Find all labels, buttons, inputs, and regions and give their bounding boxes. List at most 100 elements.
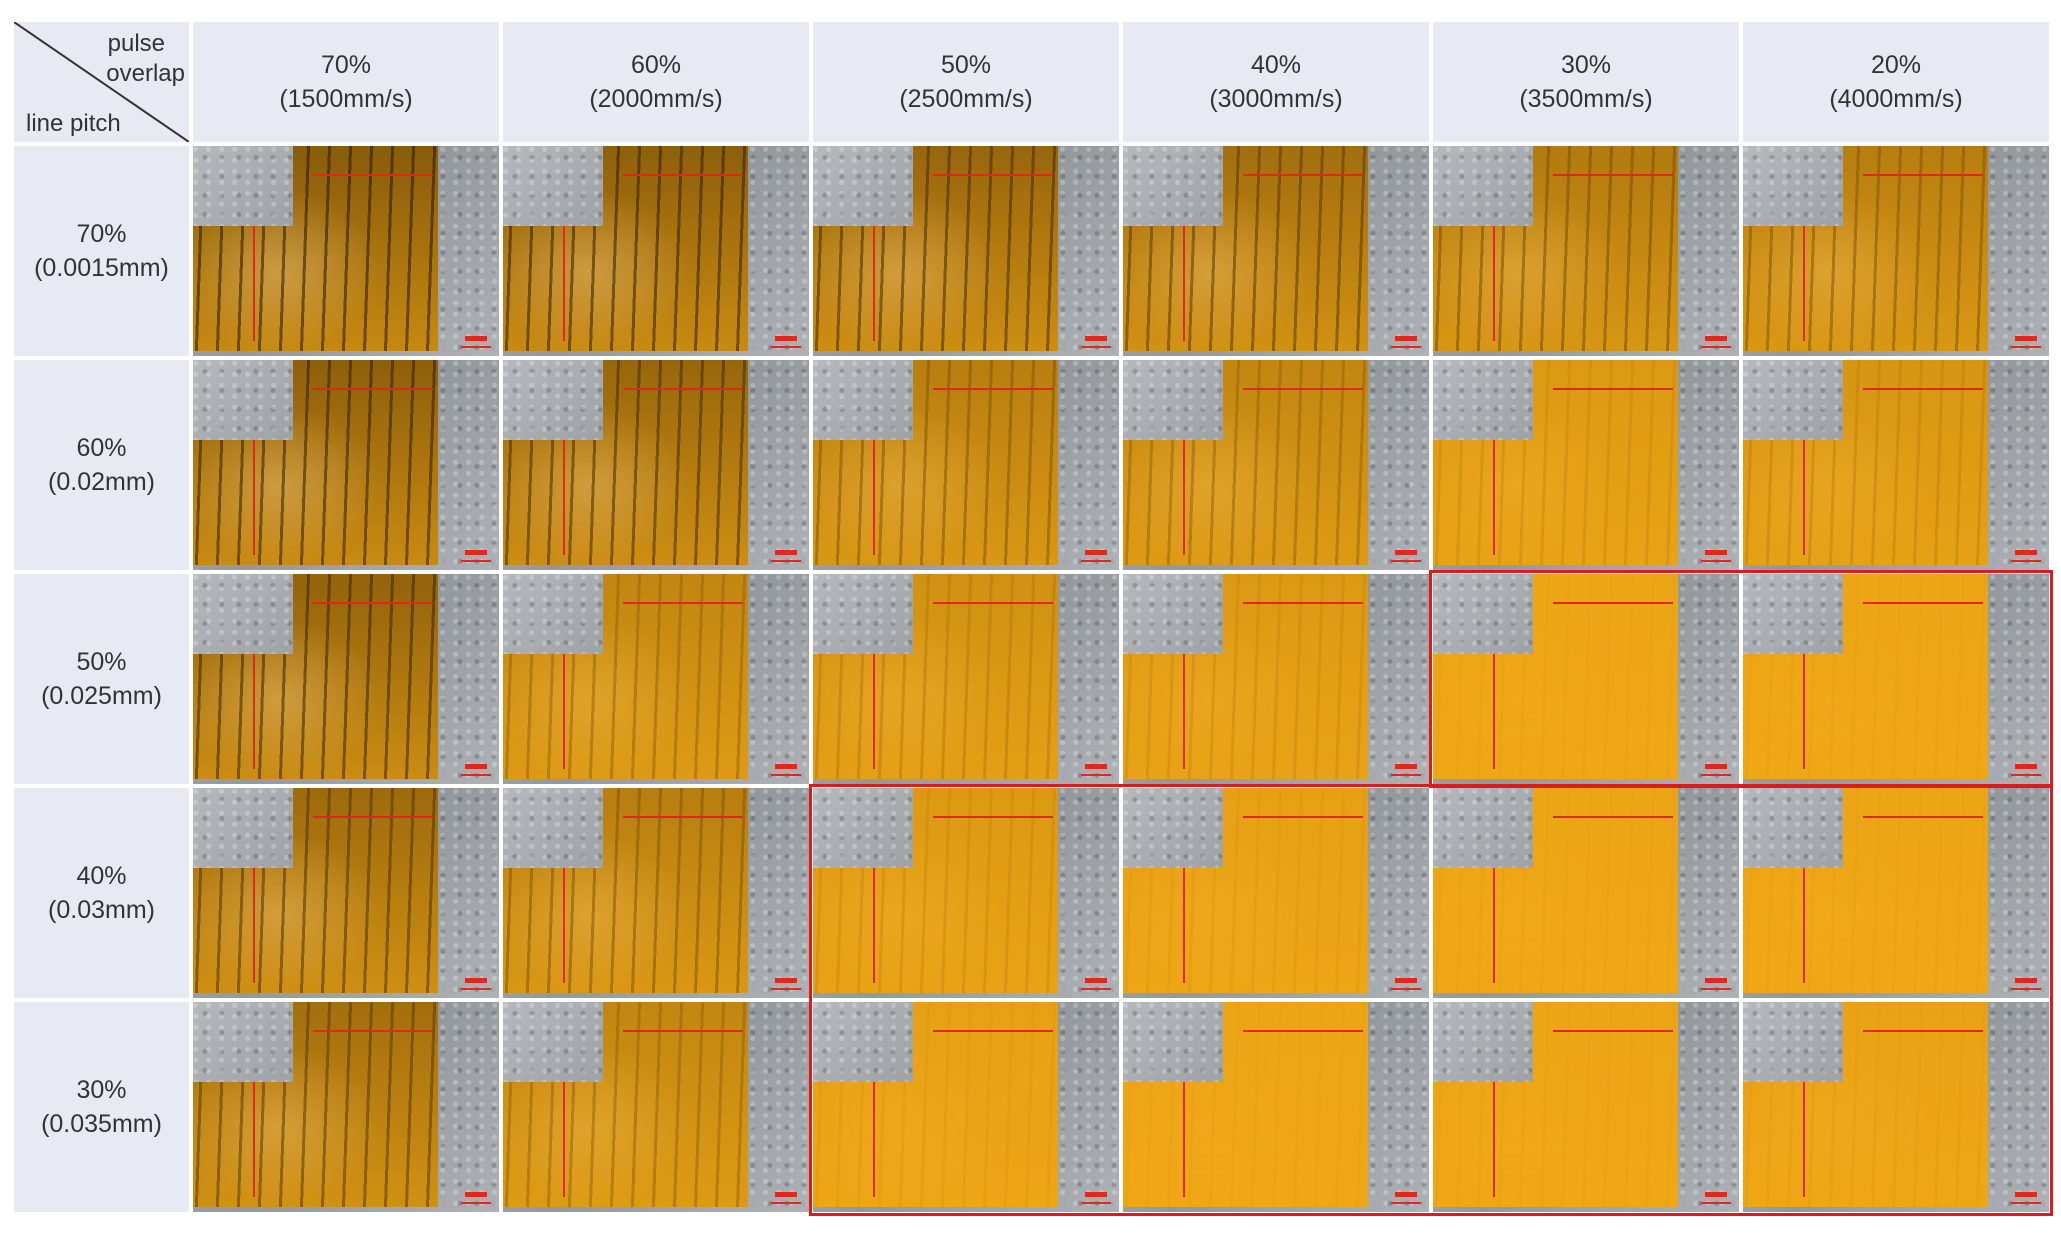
measure-line-horizontal (1553, 1030, 1673, 1032)
scale-bar (1701, 550, 1731, 562)
column-header: 40% (3000mm/s) (1123, 22, 1429, 142)
row-pitch-label: (0.0015mm) (34, 254, 169, 282)
scale-bar (1081, 764, 1111, 776)
scale-bar (2011, 550, 2041, 562)
scale-bar (1081, 1192, 1111, 1204)
micrograph-cell (1123, 1002, 1429, 1212)
row-header: 30% (0.035mm) (14, 1002, 189, 1212)
scale-bar (1391, 336, 1421, 348)
measure-line-vertical (563, 440, 565, 555)
measure-line-vertical (253, 1082, 255, 1197)
column-overlap-label: 40% (1250, 51, 1302, 79)
row-overlap-label: 30% (76, 1076, 127, 1104)
row-pitch-label: (0.025mm) (41, 682, 162, 710)
micrograph-cell (193, 788, 499, 998)
scale-bar (461, 764, 491, 776)
scale-bar (461, 978, 491, 990)
micrograph-cell (193, 146, 499, 356)
measure-line-vertical (873, 440, 875, 555)
measure-line-horizontal (623, 602, 743, 604)
measure-line-vertical (1803, 654, 1805, 769)
column-overlap-label: 50% (940, 51, 992, 79)
row-pitch-label: (0.03mm) (48, 896, 155, 924)
micrograph-cell (1743, 360, 2049, 570)
measure-line-horizontal (1863, 388, 1983, 390)
column-speed-label: (1500mm/s) (279, 85, 413, 113)
measure-line-vertical (1493, 440, 1495, 555)
scale-bar (1701, 978, 1731, 990)
measure-line-vertical (563, 1082, 565, 1197)
measure-line-vertical (1803, 226, 1805, 341)
micrograph-cell (813, 574, 1119, 784)
measure-line-horizontal (313, 816, 433, 818)
micrograph-cell (1433, 360, 1739, 570)
column-header: 70% (1500mm/s) (193, 22, 499, 142)
scale-bar (1391, 978, 1421, 990)
measure-line-vertical (1183, 440, 1185, 555)
scale-bar (1391, 1192, 1421, 1204)
measure-line-horizontal (933, 1030, 1053, 1032)
measure-line-vertical (1803, 1082, 1805, 1197)
scale-bar (461, 550, 491, 562)
scale-bar (461, 336, 491, 348)
measure-line-horizontal (933, 602, 1053, 604)
measure-line-vertical (873, 868, 875, 983)
scale-bar (771, 978, 801, 990)
measure-line-vertical (253, 654, 255, 769)
column-overlap-label: 70% (320, 51, 372, 79)
row-header: 40% (0.03mm) (14, 788, 189, 998)
micrograph-cell (503, 574, 809, 784)
micrograph-cell (503, 788, 809, 998)
measure-line-vertical (1183, 1082, 1185, 1197)
measure-line-horizontal (1243, 1030, 1363, 1032)
micrograph-cell (1433, 574, 1739, 784)
scale-bar (771, 550, 801, 562)
micrograph-cell (813, 360, 1119, 570)
micrograph-cell (1123, 574, 1429, 784)
measure-line-vertical (1803, 868, 1805, 983)
column-speed-label: (3000mm/s) (1209, 85, 1343, 113)
row-overlap-label: 50% (76, 648, 127, 676)
micrograph-cell (813, 146, 1119, 356)
column-overlap-label: 60% (630, 51, 682, 79)
row-header: 70% (0.0015mm) (14, 146, 189, 356)
measure-line-vertical (873, 226, 875, 341)
scale-bar (771, 336, 801, 348)
micrograph-cell (813, 788, 1119, 998)
row-pitch-label: (0.035mm) (41, 1110, 162, 1138)
measure-line-horizontal (1863, 602, 1983, 604)
column-header: 60% (2000mm/s) (503, 22, 809, 142)
micrograph-cell (193, 1002, 499, 1212)
micrograph-cell (1123, 788, 1429, 998)
scale-bar (1081, 550, 1111, 562)
scale-bar (1391, 764, 1421, 776)
column-header: 50% (2500mm/s) (813, 22, 1119, 142)
column-speed-label: (2500mm/s) (899, 85, 1033, 113)
scale-bar (1701, 764, 1731, 776)
scale-bar (2011, 978, 2041, 990)
row-header: 60% (0.02mm) (14, 360, 189, 570)
measure-line-vertical (1493, 868, 1495, 983)
measure-line-horizontal (623, 816, 743, 818)
measure-line-vertical (563, 868, 565, 983)
corner-top-label-line1: pulse (107, 30, 165, 57)
measure-line-horizontal (1553, 174, 1673, 176)
row-overlap-label: 70% (76, 220, 127, 248)
measure-line-horizontal (623, 1030, 743, 1032)
measure-line-vertical (1803, 440, 1805, 555)
measure-line-vertical (1183, 226, 1185, 341)
measure-line-horizontal (313, 388, 433, 390)
column-overlap-label: 30% (1560, 51, 1612, 79)
micrograph-cell (813, 1002, 1119, 1212)
measure-line-vertical (253, 440, 255, 555)
measure-line-horizontal (623, 388, 743, 390)
measure-line-vertical (1493, 1082, 1495, 1197)
corner-bottom-label: line pitch (26, 110, 121, 137)
scale-bar (1701, 1192, 1731, 1204)
measure-line-horizontal (933, 816, 1053, 818)
measure-line-vertical (563, 654, 565, 769)
measure-line-vertical (253, 868, 255, 983)
micrograph-cell (1433, 788, 1739, 998)
micrograph-cell (193, 360, 499, 570)
micrograph-cell (1743, 1002, 2049, 1212)
